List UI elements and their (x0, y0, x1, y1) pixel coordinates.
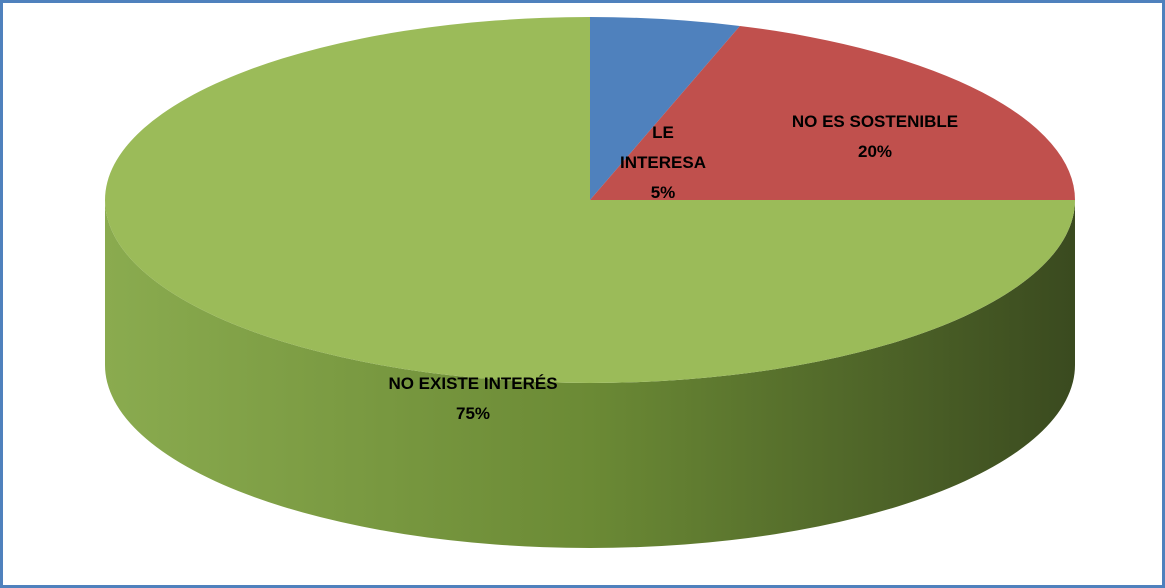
pie-wall (105, 200, 1075, 548)
label-name: NO EXISTE INTERÉS (388, 374, 558, 393)
label-value: 5% (650, 183, 676, 202)
label-name: LE INTERESA (620, 123, 706, 172)
chart (105, 17, 1075, 548)
pie-slice (590, 25, 1075, 200)
pie-slice (590, 17, 740, 200)
data-label: LE INTERESA 5% (608, 118, 718, 208)
pie-slice (105, 17, 1075, 383)
label-value: 20% (857, 142, 893, 161)
data-label: NO ES SOSTENIBLE 20% (745, 107, 1005, 167)
label-value: 75% (455, 404, 491, 423)
label-name: NO ES SOSTENIBLE (791, 112, 959, 131)
data-label: NO EXISTE INTERÉS 75% (323, 369, 623, 429)
